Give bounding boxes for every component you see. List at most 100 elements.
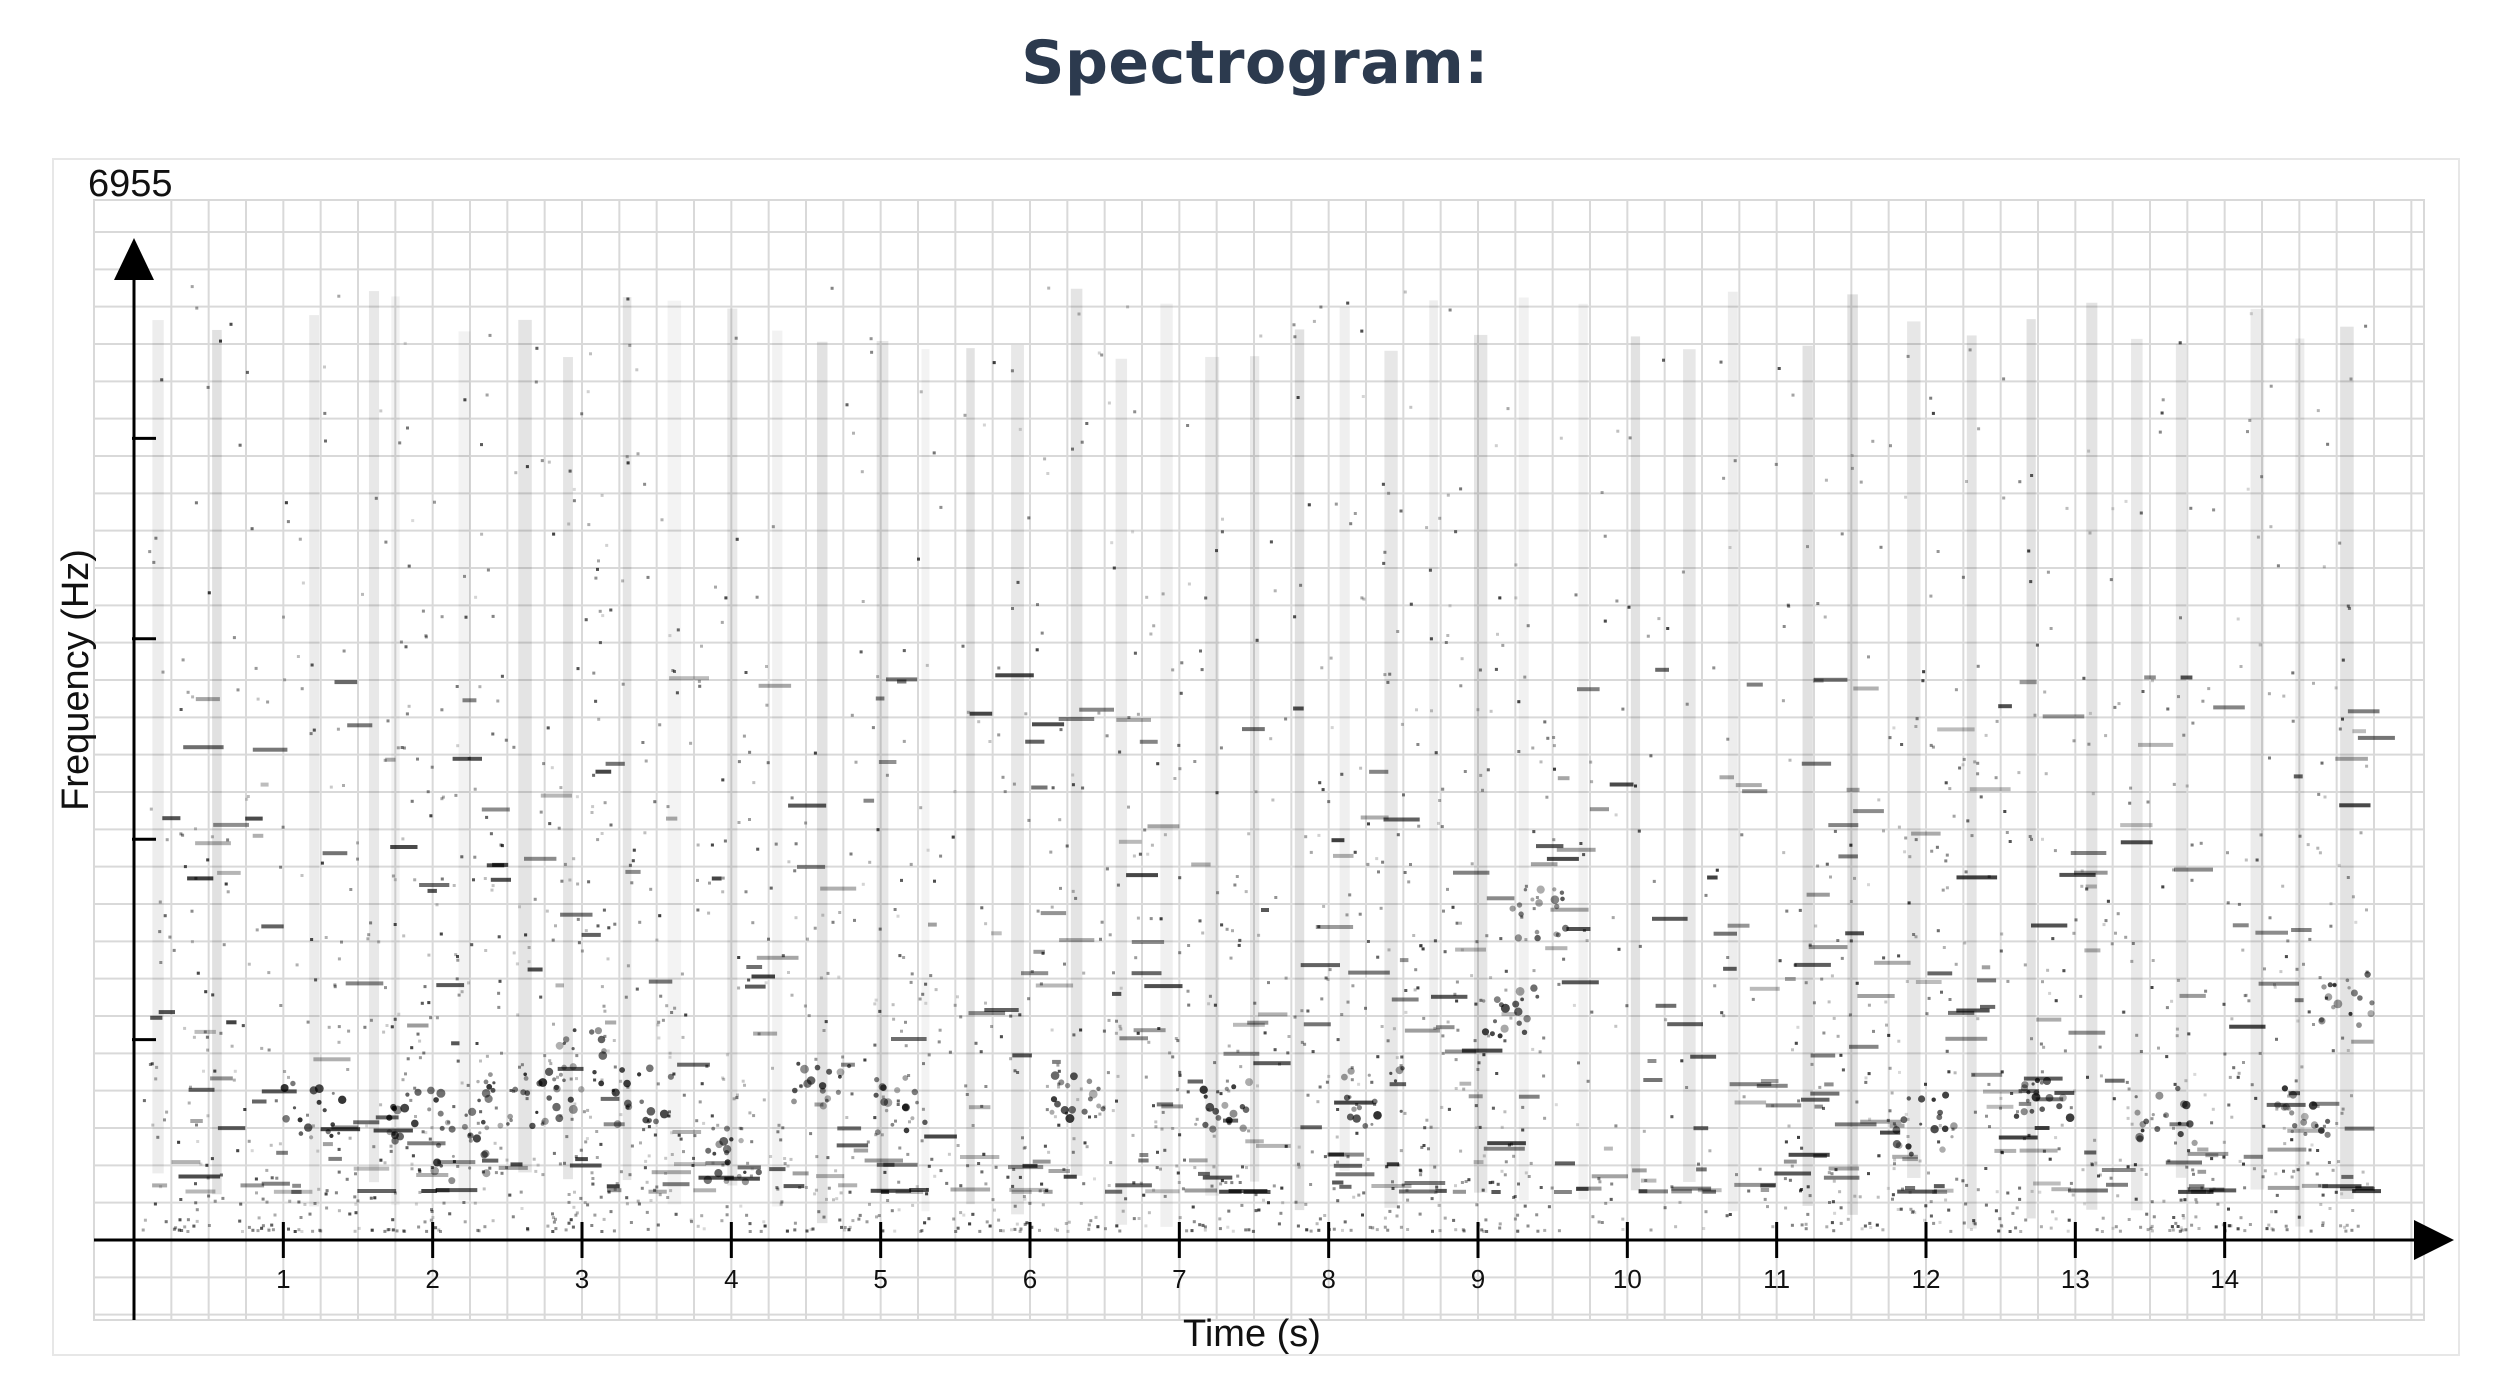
spectrogram-speckle xyxy=(342,784,345,787)
spectrogram-speckle xyxy=(2170,1225,2174,1229)
spectrogram-speckle xyxy=(959,1184,963,1188)
spectrogram-speckle xyxy=(2346,604,2350,608)
spectrogram-harmonic xyxy=(1300,1125,1322,1130)
spectrogram-speckle xyxy=(1961,575,1965,579)
spectrogram-speckle xyxy=(904,1020,907,1024)
spectrogram-speckle xyxy=(2318,851,2322,855)
spectrogram-speckle xyxy=(1713,984,1717,988)
spectrogram-harmonic xyxy=(2033,1181,2061,1186)
spectrogram-harmonic xyxy=(1603,1146,1613,1151)
spectrogram-speckle xyxy=(337,1209,341,1213)
spectrogram-harmonic xyxy=(1808,945,1848,950)
spectrogram-harmonic xyxy=(2232,923,2249,928)
spectrogram-speckle xyxy=(589,352,592,356)
spectrogram-speckle xyxy=(1910,1210,1914,1214)
spectrogram-speckle xyxy=(1474,1104,1478,1108)
spectrogram-speckle xyxy=(505,1158,509,1162)
spectrogram-speckle xyxy=(926,848,930,852)
spectrogram-speckle xyxy=(2249,312,2253,316)
spectrogram-speckle xyxy=(2337,1160,2341,1164)
spectrogram-speckle xyxy=(919,1230,923,1233)
spectrogram-speckle xyxy=(1174,1037,1178,1040)
spectrogram-speckle xyxy=(1181,1187,1185,1191)
spectrogram-speckle xyxy=(1966,819,1970,823)
spectrogram-speckle xyxy=(485,393,489,397)
spectrogram-speckle xyxy=(2135,1033,2139,1037)
spectrogram-speckle xyxy=(1733,459,1737,463)
spectrogram-speckle xyxy=(1881,1228,1885,1232)
spectrogram-speckle xyxy=(1438,799,1442,802)
spectrogram-harmonic xyxy=(1853,686,1879,691)
spectrogram-speckle xyxy=(1532,830,1536,834)
spectrogram-speckle xyxy=(1057,1082,1061,1086)
spectrogram-speckle xyxy=(172,1227,176,1231)
spectrogram-speckle xyxy=(613,1187,617,1191)
spectrogram-harmonic xyxy=(1729,1082,1772,1087)
chart-grid xyxy=(93,199,2425,1321)
spectrogram-speckle xyxy=(1814,924,1818,928)
spectrogram-harmonic xyxy=(1144,984,1183,989)
spectrogram-speckle xyxy=(900,878,903,882)
spectrogram-speckle xyxy=(508,1193,512,1197)
spectrogram-harmonic xyxy=(1998,704,2012,709)
spectrogram-speckle xyxy=(551,1212,554,1216)
spectrogram-blob xyxy=(506,1122,510,1126)
spectrogram-harmonic xyxy=(569,1163,602,1168)
spectrogram-speckle xyxy=(1010,1228,1013,1232)
spectrogram-speckle xyxy=(1047,1150,1051,1154)
spectrogram-speckle xyxy=(1293,615,1297,619)
spectrogram-speckle xyxy=(1452,1218,1456,1222)
spectrogram-speckle xyxy=(710,1114,714,1118)
spectrogram-speckle xyxy=(771,525,775,529)
spectrogram-speckle xyxy=(922,1062,925,1066)
spectrogram-speckle xyxy=(591,805,595,809)
spectrogram-blob xyxy=(2289,1110,2295,1116)
spectrogram-speckle xyxy=(1027,818,1031,822)
spectrogram-speckle xyxy=(179,708,183,711)
spectrogram-speckle xyxy=(1800,1146,1804,1150)
spectrogram-harmonic xyxy=(2243,1154,2263,1159)
spectrogram-harmonic xyxy=(1589,807,1609,812)
spectrogram-speckle xyxy=(1532,969,1536,973)
spectrogram-speckle xyxy=(473,855,477,859)
spectrogram-speckle xyxy=(512,745,516,749)
spectrogram-speckle xyxy=(551,1230,555,1233)
spectrogram-speckle xyxy=(2038,1190,2042,1194)
spectrogram-harmonic xyxy=(1760,1183,1776,1188)
spectrogram-speckle xyxy=(1868,1117,1872,1121)
spectrogram-speckle xyxy=(527,960,531,964)
spectrogram-blob xyxy=(1050,1096,1058,1103)
spectrogram-speckle xyxy=(590,1171,594,1175)
spectrogram-speckle xyxy=(779,1138,783,1142)
spectrogram-harmonic xyxy=(1035,983,1074,988)
spectrogram-harmonic xyxy=(1735,783,1762,788)
spectrogram-harmonic xyxy=(1550,907,1589,912)
spectrogram-speckle xyxy=(1001,775,1005,779)
spectrogram-speckle xyxy=(570,1117,574,1121)
spectrogram-speckle xyxy=(2318,1184,2322,1188)
spectrogram-speckle xyxy=(1827,1000,1831,1004)
spectrogram-speckle xyxy=(456,1164,460,1168)
spectrogram-blob xyxy=(741,1178,750,1186)
spectrogram-speckle xyxy=(143,1218,147,1222)
spectrogram-speckle xyxy=(2321,1221,2325,1225)
spectrogram-speckle xyxy=(1190,1229,1194,1233)
spectrogram-speckle xyxy=(1441,787,1445,791)
spectrogram-blob xyxy=(1065,1114,1075,1123)
spectrogram-speckle xyxy=(1079,1028,1083,1032)
spectrogram-speckle xyxy=(1156,762,1160,766)
spectrogram-harmonic xyxy=(252,1099,267,1104)
spectrogram-streak xyxy=(212,329,222,1195)
spectrogram-speckle xyxy=(255,1191,258,1195)
spectrogram-speckle xyxy=(1187,1003,1191,1007)
spectrogram-speckle xyxy=(625,1196,629,1200)
spectrogram-harmonic xyxy=(1834,1122,1877,1127)
spectrogram-speckle xyxy=(1043,1144,1047,1148)
spectrogram-speckle xyxy=(1855,981,1859,985)
spectrogram-speckle xyxy=(1887,1033,1891,1037)
spectrogram-speckle xyxy=(677,1133,681,1137)
spectrogram-speckle xyxy=(1438,799,1442,802)
spectrogram-speckle xyxy=(1446,1020,1450,1024)
spectrogram-speckle xyxy=(551,1216,555,1220)
spectrogram-harmonic xyxy=(490,877,511,882)
